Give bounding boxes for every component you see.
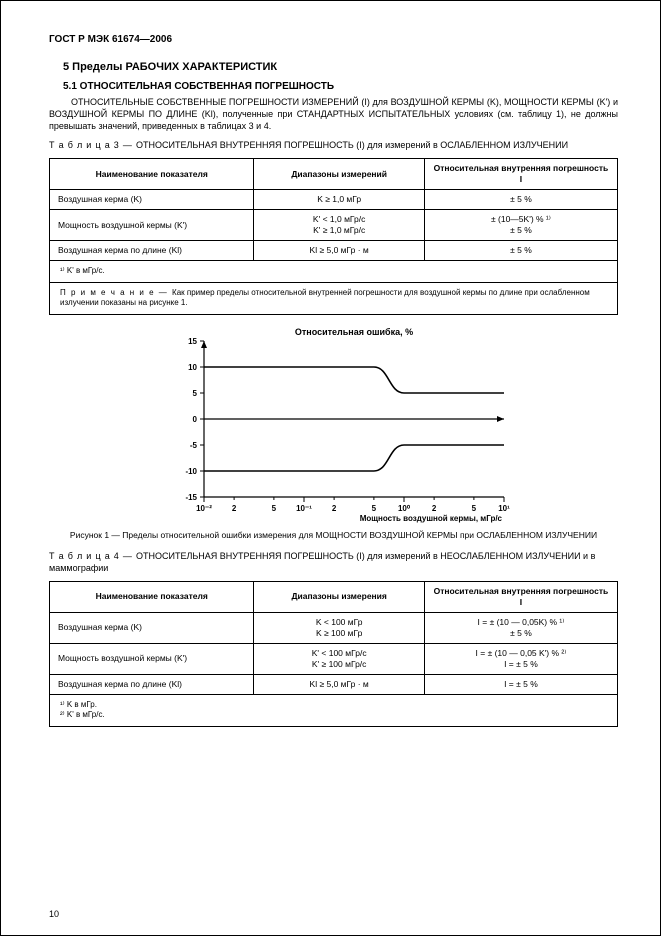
- svg-text:10⁻¹: 10⁻¹: [296, 504, 312, 513]
- t3r1c3: ± 5 %: [424, 190, 617, 210]
- table3-h3: Относительная внутренняя погрешность I: [424, 159, 617, 190]
- table4-h2: Диапазоны измерения: [254, 581, 424, 612]
- t3-note-label: П р и м е ч а н и е —: [60, 288, 172, 297]
- t3r2c2: K' < 1,0 мГр/с K' ≥ 1,0 мГр/с: [254, 210, 424, 241]
- table3-h2: Диапазоны измерений: [254, 159, 424, 190]
- svg-text:5: 5: [371, 504, 376, 513]
- chart-1: Относительная ошибка, % -15 -10 -5 0 5 10 15 10⁻…: [154, 323, 514, 527]
- svg-text:-5: -5: [189, 441, 197, 450]
- figure-1-caption: Рисунок 1 — Пределы относительной ошибки…: [49, 530, 618, 541]
- table4-caption: Т а б л и ц а 4 — ОТНОСИТЕЛЬНАЯ ВНУТРЕНН…: [49, 551, 618, 574]
- table-row: Воздушная керма по длине (Kl) Kl ≥ 5,0 м…: [50, 674, 618, 694]
- t4r3c1: Воздушная керма по длине (Kl): [50, 674, 254, 694]
- t4r2c2: K' < 100 мГр/с K' ≥ 100 мГр/с: [254, 643, 424, 674]
- table3-caption-prefix: Т а б л и ц а 3 —: [49, 140, 136, 150]
- svg-text:2: 2: [231, 504, 236, 513]
- table-note-row: П р и м е ч а н и е — Как пример пределы…: [50, 282, 618, 314]
- t3r3c1: Воздушная керма по длине (Kl): [50, 241, 254, 261]
- table3-caption-text: ОТНОСИТЕЛЬНАЯ ВНУТРЕННЯЯ ПОГРЕШНОСТЬ (I)…: [136, 140, 568, 150]
- svg-text:15: 15: [188, 337, 197, 346]
- svg-text:2: 2: [431, 504, 436, 513]
- table4-h1: Наименование показателя: [50, 581, 254, 612]
- t3r3c3: ± 5 %: [424, 241, 617, 261]
- t4-foot: ¹⁾ K в мГр. ²⁾ K' в мГр/с.: [50, 694, 618, 726]
- page: ГОСТ Р МЭК 61674—2006 5 Пределы РАБОЧИХ …: [0, 0, 661, 936]
- t3r2c1: Мощность воздушной кермы (K'): [50, 210, 254, 241]
- svg-text:10⁰: 10⁰: [397, 504, 410, 513]
- t4r2c3: I = ± (10 — 0,05 K') % ²⁾ I = ± 5 %: [424, 643, 617, 674]
- svg-text:5: 5: [471, 504, 476, 513]
- table-footnote-row: ¹⁾ K в мГр. ²⁾ K' в мГр/с.: [50, 694, 618, 726]
- table-footnote-row: ¹⁾ K' в мГр/с.: [50, 261, 618, 282]
- table-row: Мощность воздушной кермы (K') K' < 1,0 м…: [50, 210, 618, 241]
- table-row: Мощность воздушной кермы (K') K' < 100 м…: [50, 643, 618, 674]
- chart-svg: Относительная ошибка, % -15 -10 -5 0 5 10 15 10⁻…: [154, 323, 514, 523]
- t4r1c1: Воздушная керма (K): [50, 612, 254, 643]
- svg-text:5: 5: [271, 504, 276, 513]
- table-header-row: Наименование показателя Диапазоны измере…: [50, 159, 618, 190]
- table-row: Воздушная керма по длине (Kl) Kl ≥ 5,0 м…: [50, 241, 618, 261]
- t4r1c2: K < 100 мГр K ≥ 100 мГр: [254, 612, 424, 643]
- table4-caption-prefix: Т а б л и ц а 4 —: [49, 551, 136, 561]
- svg-text:10¹: 10¹: [498, 504, 510, 513]
- t3r3c2: Kl ≥ 5,0 мГр · м: [254, 241, 424, 261]
- svg-text:10: 10: [188, 363, 197, 372]
- t3-foot: ¹⁾ K' в мГр/с.: [50, 261, 618, 282]
- svg-text:10⁻²: 10⁻²: [196, 504, 212, 513]
- t4r3c3: I = ± 5 %: [424, 674, 617, 694]
- svg-text:-15: -15: [185, 493, 197, 502]
- table-header-row: Наименование показателя Диапазоны измере…: [50, 581, 618, 612]
- svg-text:Мощность воздушной кермы, мГр/: Мощность воздушной кермы, мГр/с: [359, 514, 502, 523]
- t3r2c3: ± (10—5K') % ¹⁾ ± 5 %: [424, 210, 617, 241]
- svg-text:Относительная ошибка, %: Относительная ошибка, %: [294, 327, 412, 337]
- doc-code: ГОСТ Р МЭК 61674—2006: [49, 33, 618, 46]
- t3-note: П р и м е ч а н и е — Как пример пределы…: [50, 282, 618, 314]
- table-3: Наименование показателя Диапазоны измере…: [49, 158, 618, 314]
- section-title: 5 Пределы РАБОЧИХ ХАРАКТЕРИСТИК: [63, 60, 618, 74]
- table-row: Воздушная керма (K) K ≥ 1,0 мГр ± 5 %: [50, 190, 618, 210]
- svg-text:2: 2: [331, 504, 336, 513]
- t4r1c3: I = ± (10 — 0,05K) % ¹⁾ ± 5 %: [424, 612, 617, 643]
- t3r1c1: Воздушная керма (K): [50, 190, 254, 210]
- t4r2c1: Мощность воздушной кермы (K'): [50, 643, 254, 674]
- table-4: Наименование показателя Диапазоны измере…: [49, 581, 618, 727]
- t3r1c2: K ≥ 1,0 мГр: [254, 190, 424, 210]
- page-number: 10: [49, 909, 59, 921]
- table3-h1: Наименование показателя: [50, 159, 254, 190]
- svg-text:-10: -10: [185, 467, 197, 476]
- table-row: Воздушная керма (K) K < 100 мГр K ≥ 100 …: [50, 612, 618, 643]
- svg-text:5: 5: [192, 389, 197, 398]
- table4-h3: Относительная внутренняя погрешность I: [424, 581, 617, 612]
- paragraph-1: ОТНОСИТЕЛЬНЫЕ СОБСТВЕННЫЕ ПОГРЕШНОСТИ ИЗ…: [49, 97, 618, 132]
- svg-text:0: 0: [192, 415, 197, 424]
- t4r3c2: Kl ≥ 5,0 мГр · м: [254, 674, 424, 694]
- table3-caption: Т а б л и ц а 3 — ОТНОСИТЕЛЬНАЯ ВНУТРЕНН…: [49, 140, 618, 152]
- subsection-title: 5.1 ОТНОСИТЕЛЬНАЯ СОБСТВЕННАЯ ПОГРЕШНОСТ…: [63, 80, 618, 93]
